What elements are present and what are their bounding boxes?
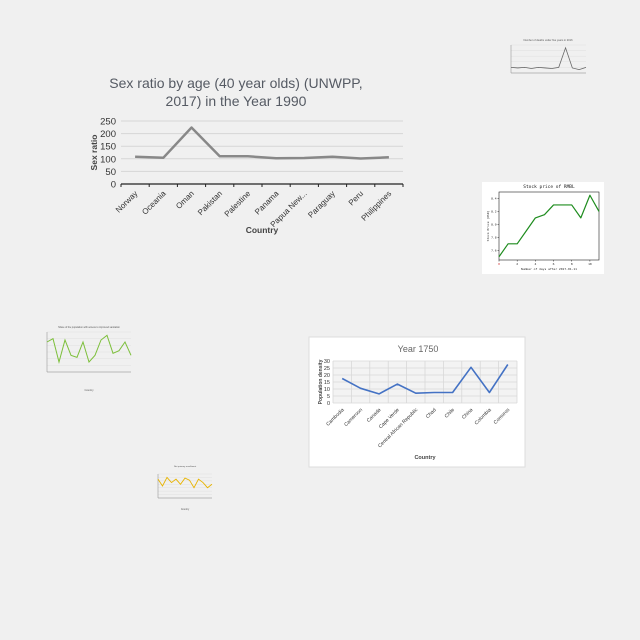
y-tick-label: 5 <box>327 394 330 400</box>
y-tick-label: 8.0 <box>491 222 497 226</box>
series-line <box>510 46 587 71</box>
x-tick-label: Peru <box>347 189 365 207</box>
x-tick-label: Oman <box>174 189 196 211</box>
x-tick-label: 10 <box>588 262 592 266</box>
y-tick-label: 25 <box>324 366 330 372</box>
x-axis-title: Number of days after 2017-01-11 <box>521 267 577 271</box>
series-line <box>46 334 132 364</box>
chart-title: Number of deaths under five years in 201… <box>523 38 573 42</box>
x-axis-title: Country <box>246 225 279 235</box>
series-line <box>135 126 389 160</box>
y-tick-label: 30 <box>324 359 330 365</box>
x-tick-label: 0 <box>498 262 500 266</box>
x-tick-label: Pakistan <box>196 189 224 217</box>
chart-title: Stock price of RMBL <box>523 184 575 190</box>
chart-title: Year 1750 <box>398 344 439 354</box>
x-tick-label: Oceania <box>140 189 168 217</box>
y-tick-label: 20 <box>324 373 330 379</box>
x-tick-label: 8 <box>571 262 573 266</box>
y-axis-title: Population density <box>318 359 324 404</box>
stock-price-plot: Stock price of RMBL 7.6 7.8 8.0 8.2 8.4 0 2 4 6 8 1… <box>482 182 604 274</box>
y-tick-label: 7.8 <box>491 235 497 239</box>
y-tick-label: 100 <box>100 154 116 165</box>
y-tick-label: 10 <box>324 387 330 393</box>
y-tick-label: 200 <box>100 129 116 140</box>
x-tick-label: 2 <box>516 262 518 266</box>
plot-frame <box>498 191 600 261</box>
chart-background <box>482 182 604 274</box>
y-tick-label: 15 <box>324 380 330 386</box>
deaths-thumbnail-plot: Number of deaths under five years in 201… <box>510 38 587 74</box>
y-tick-label: 8.4 <box>491 196 497 200</box>
x-tick-label: Palestine <box>223 189 253 219</box>
x-axis-title: Country <box>414 455 436 461</box>
x-tick-label: Philippines <box>360 189 394 223</box>
y-tick-label: 7.6 <box>491 248 497 252</box>
chart-title-line-2: 2017) in the Year 1990 <box>166 93 307 109</box>
x-axis-title: Country <box>84 388 94 392</box>
series-line <box>341 364 509 395</box>
x-tick-label: 4 <box>534 262 536 266</box>
x-tick-label: Panama <box>253 189 281 217</box>
chart-title-line-1: Sex ratio by age (40 year olds) (UNWPP, <box>109 75 362 91</box>
y-axis-title: Stock Price (USD) <box>486 210 490 241</box>
sanitation-thumbnail-plot: Share of the population with access to i… <box>46 326 132 392</box>
y-tick-label: 8.2 <box>491 209 497 213</box>
y-axis-title: Sex ratio <box>89 135 99 171</box>
y-tick-label: 250 <box>100 117 116 128</box>
x-tick-label: Norway <box>114 189 140 215</box>
x-axis-title: Country <box>181 508 190 511</box>
series-line <box>157 476 213 489</box>
y-tick-label: 0 <box>111 180 116 191</box>
sex-ratio-plot: Sex ratio by age (40 year olds) (UNWPP, 2… <box>89 75 404 235</box>
x-tick-label: Paraguay <box>306 189 337 220</box>
series-line <box>498 194 600 258</box>
chart-title: Net primary enrollment <box>174 465 197 468</box>
enrollment-thumbnail-plot: Net primary enrollment Country <box>157 465 213 511</box>
y-tick-label: 150 <box>100 142 116 153</box>
x-tick-label: 6 <box>553 262 555 266</box>
y-tick-label: 0 <box>327 401 330 407</box>
y-tick-label: 50 <box>105 167 116 178</box>
chart-title: Share of the population with access to i… <box>58 326 120 329</box>
